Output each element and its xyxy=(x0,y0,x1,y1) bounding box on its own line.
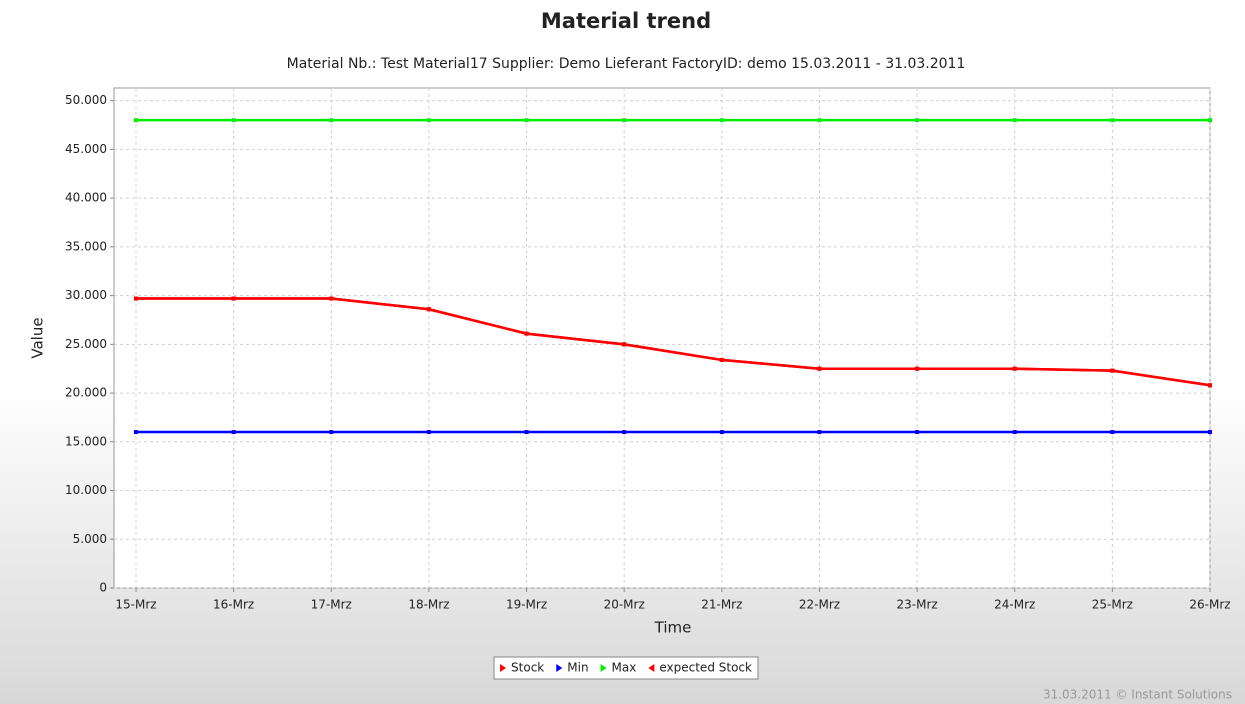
point-marker xyxy=(1110,118,1115,123)
point-marker xyxy=(1012,118,1017,123)
legend-marker xyxy=(600,664,607,672)
point-marker xyxy=(817,430,822,435)
point-marker xyxy=(1208,383,1212,388)
point-marker xyxy=(1110,368,1115,373)
point-marker xyxy=(329,296,334,301)
y-tick-label: 35.000 xyxy=(65,239,107,253)
point-marker xyxy=(524,118,529,123)
point-marker xyxy=(915,118,920,123)
legend-marker xyxy=(500,664,507,672)
point-marker xyxy=(719,430,724,435)
x-tick-label: 21-Mrz xyxy=(701,598,742,612)
point-marker xyxy=(1012,430,1017,435)
y-tick-label: 20.000 xyxy=(65,386,107,400)
point-marker xyxy=(134,296,138,301)
x-tick-label: 24-Mrz xyxy=(994,598,1035,612)
chart-title: Material trend xyxy=(541,9,711,33)
point-marker xyxy=(719,357,724,362)
point-marker xyxy=(817,366,822,371)
y-tick-label: 40.000 xyxy=(65,191,107,205)
y-tick-label: 25.000 xyxy=(65,337,107,351)
legend-label: Max xyxy=(612,661,637,675)
point-marker xyxy=(524,430,529,435)
point-marker xyxy=(1208,430,1212,435)
point-marker xyxy=(231,296,236,301)
legend-label: Stock xyxy=(511,661,544,675)
chart-subtitle: Material Nb.: Test Material17 Supplier: … xyxy=(287,56,966,72)
point-marker xyxy=(134,430,138,435)
x-tick-label: 22-Mrz xyxy=(799,598,840,612)
point-marker xyxy=(231,430,236,435)
y-tick-label: 15.000 xyxy=(65,434,107,448)
x-tick-label: 25-Mrz xyxy=(1092,598,1133,612)
y-tick-label: 50.000 xyxy=(65,93,107,107)
y-tick-label: 0 xyxy=(99,581,107,595)
legend-marker xyxy=(648,664,655,672)
point-marker xyxy=(524,331,529,336)
point-marker xyxy=(426,430,431,435)
x-tick-label: 23-Mrz xyxy=(896,598,937,612)
point-marker xyxy=(1110,430,1115,435)
point-marker xyxy=(915,430,920,435)
point-marker xyxy=(134,118,138,123)
point-marker xyxy=(426,307,431,312)
y-tick-label: 45.000 xyxy=(65,142,107,156)
point-marker xyxy=(622,342,627,347)
y-tick-label: 10.000 xyxy=(65,483,107,497)
point-marker xyxy=(817,118,822,123)
point-marker xyxy=(915,366,920,371)
point-marker xyxy=(329,118,334,123)
x-tick-label: 17-Mrz xyxy=(311,598,352,612)
legend: Stock Min Max expected Stock xyxy=(493,656,759,680)
point-marker xyxy=(622,430,627,435)
point-marker xyxy=(426,118,431,123)
legend-marker xyxy=(556,664,563,672)
legend-box xyxy=(493,656,759,680)
point-marker xyxy=(329,430,334,435)
legend-label: Min xyxy=(567,661,588,675)
x-tick-label: 16-Mrz xyxy=(213,598,254,612)
y-tick-label: 5.000 xyxy=(73,532,107,546)
point-marker xyxy=(231,118,236,123)
footer: 31.03.2011 © Instant Solutions xyxy=(1043,688,1232,702)
point-marker xyxy=(1208,118,1212,123)
series-line xyxy=(136,297,1211,387)
point-marker xyxy=(622,118,627,123)
x-tick-label: 18-Mrz xyxy=(408,598,449,612)
x-axis-label: Time xyxy=(654,619,692,637)
point-marker xyxy=(719,118,724,123)
plot-area xyxy=(113,87,1211,589)
x-tick-label: 15-Mrz xyxy=(115,598,156,612)
x-tick-label: 26-Mrz xyxy=(1189,598,1230,612)
point-marker xyxy=(1012,366,1017,371)
legend-label: expected Stock xyxy=(659,661,752,675)
y-axis-label: Value xyxy=(29,317,47,358)
x-tick-label: 20-Mrz xyxy=(604,598,645,612)
y-tick-label: 30.000 xyxy=(65,288,107,302)
x-tick-label: 19-Mrz xyxy=(506,598,547,612)
